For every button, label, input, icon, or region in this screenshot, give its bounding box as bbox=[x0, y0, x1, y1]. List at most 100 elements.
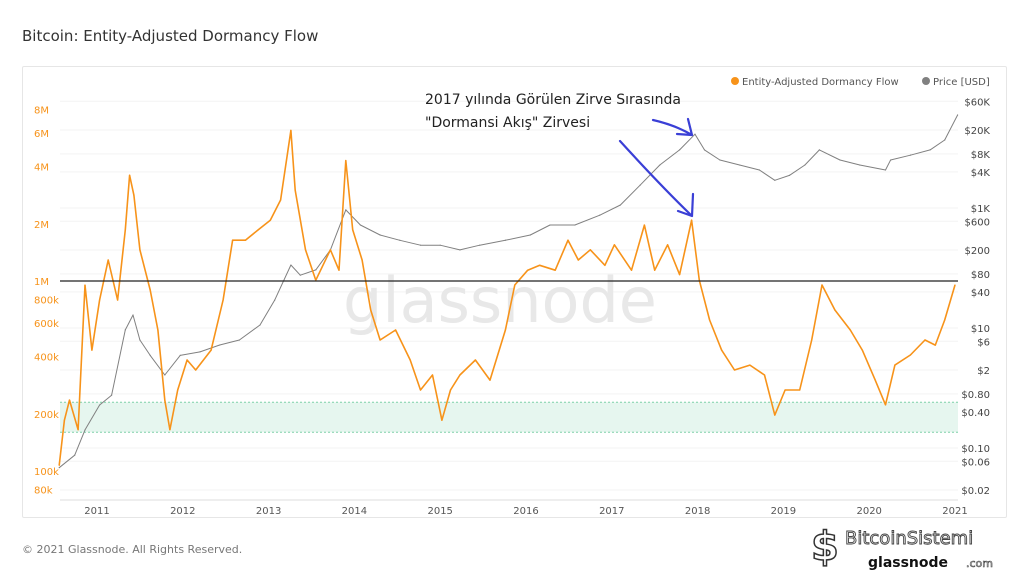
left-axis-tick-label: 4M bbox=[34, 163, 49, 174]
dormancy-point bbox=[884, 404, 887, 406]
price-point bbox=[58, 467, 60, 469]
right-axis-tick-label: $0.80 bbox=[961, 390, 990, 401]
price-point bbox=[459, 249, 461, 251]
price-point bbox=[859, 164, 861, 166]
dormancy-point bbox=[409, 359, 411, 361]
legend-marker-dormancy bbox=[731, 77, 739, 85]
dormancy-point bbox=[630, 269, 633, 271]
right-axis-tick-label: $8K bbox=[971, 150, 991, 161]
x-axis-tick-label: 2021 bbox=[942, 506, 967, 517]
dormancy-point bbox=[124, 229, 126, 231]
dormancy-point bbox=[643, 224, 646, 226]
price-point bbox=[110, 394, 113, 396]
dormancy-point bbox=[577, 259, 579, 261]
x-axis-tick-label: 2020 bbox=[856, 506, 881, 517]
left-axis-tick-label: 200k bbox=[34, 410, 59, 421]
price-point bbox=[758, 169, 760, 171]
price-point bbox=[315, 269, 317, 271]
price-point bbox=[529, 234, 531, 236]
right-axis-tick-label: $600 bbox=[965, 217, 990, 228]
price-point bbox=[929, 149, 931, 151]
dormancy-point bbox=[231, 239, 234, 241]
page-title: Bitcoin: Entity-Adjusted Dormancy Flow bbox=[22, 27, 319, 45]
right-axis-tick-label: $10 bbox=[971, 324, 990, 335]
price-point bbox=[504, 239, 507, 241]
dormancy-point bbox=[91, 349, 93, 351]
x-axis-tick-label: 2014 bbox=[342, 506, 367, 517]
x-axis-tick-label: 2011 bbox=[84, 506, 109, 517]
x-axis-tick-label: 2017 bbox=[599, 506, 624, 517]
left-axis-tick-label: 800k bbox=[34, 295, 59, 306]
legend-price[interactable]: Price [USD] bbox=[933, 77, 990, 88]
dormancy-point bbox=[269, 219, 271, 221]
right-axis-tick-label: $60K bbox=[964, 97, 990, 108]
dormancy-point bbox=[504, 329, 507, 331]
price-point bbox=[98, 404, 101, 406]
dormancy-point bbox=[370, 309, 372, 311]
price-point bbox=[274, 299, 276, 301]
dormancy-point bbox=[345, 160, 347, 162]
dormancy-point bbox=[431, 374, 434, 376]
dormancy-point bbox=[554, 269, 556, 271]
right-axis-tick-label: $0.40 bbox=[961, 408, 990, 419]
right-axis-tick-label: $1K bbox=[971, 204, 991, 215]
price-point bbox=[345, 209, 347, 211]
price-point bbox=[290, 264, 292, 266]
left-axis-tick-label: 6M bbox=[34, 129, 49, 140]
dormancy-point bbox=[149, 289, 151, 291]
dormancy-point bbox=[379, 339, 381, 341]
right-axis-tick-label: $0.10 bbox=[961, 444, 990, 455]
dormancy-point bbox=[849, 329, 851, 331]
dormancy-point bbox=[63, 419, 65, 421]
bitcoinsistemi-logo: $ BitcoinSistemi glassnode .com bbox=[810, 523, 993, 571]
price-point bbox=[678, 149, 681, 151]
logo-brand: BitcoinSistemi bbox=[845, 528, 973, 549]
price-point bbox=[259, 324, 261, 326]
dormancy-point bbox=[280, 199, 282, 201]
right-axis-tick-label: $80 bbox=[971, 270, 990, 281]
price-point bbox=[703, 149, 706, 151]
legend-dormancy[interactable]: Entity-Adjusted Dormancy Flow bbox=[742, 77, 899, 88]
watermark: glassnode bbox=[343, 264, 657, 337]
dormancy-point bbox=[954, 284, 956, 286]
right-axis-tick-label: $0.02 bbox=[961, 486, 990, 497]
price-point bbox=[399, 239, 401, 241]
price-point bbox=[479, 244, 481, 246]
right-axis-tick-label: $200 bbox=[965, 246, 990, 257]
price-point bbox=[164, 374, 166, 376]
left-axis-tick-label: 8M bbox=[34, 105, 49, 116]
left-axis-tick-label: 1M bbox=[34, 277, 49, 288]
arrow-price-peak bbox=[651, 117, 694, 137]
right-axis-tick-label: $4K bbox=[971, 168, 991, 179]
right-axis-tick-label: $2 bbox=[977, 366, 990, 377]
price-point bbox=[84, 429, 86, 431]
price-point bbox=[719, 159, 721, 161]
price-point bbox=[139, 339, 141, 341]
dormancy-point bbox=[763, 374, 766, 376]
left-axis-tick-label: 600k bbox=[34, 319, 59, 330]
price-point bbox=[359, 224, 362, 226]
price-point bbox=[439, 244, 441, 246]
right-axis-tick-label: $6 bbox=[977, 337, 990, 348]
price-point bbox=[379, 234, 381, 236]
annotation: 2017 yılında Görülen Zirve Sırasında "Do… bbox=[425, 92, 695, 218]
price-point bbox=[839, 159, 841, 161]
dormancy-point bbox=[210, 349, 212, 351]
dormancy-point bbox=[811, 339, 813, 341]
dormancy-point bbox=[419, 389, 422, 391]
x-axis-tick-label: 2018 bbox=[685, 506, 710, 517]
dormancy-point bbox=[733, 369, 736, 371]
dollar-logo-icon: $ bbox=[811, 524, 839, 570]
dormancy-point bbox=[394, 329, 397, 331]
dormancy-point bbox=[68, 399, 71, 401]
dormancy-point bbox=[98, 299, 101, 301]
dormancy-point bbox=[352, 229, 354, 231]
dormancy-point bbox=[129, 174, 131, 176]
dormancy-point bbox=[924, 339, 926, 341]
annotation-line2: "Dormansi Akış" Zirvesi bbox=[425, 115, 590, 131]
dormancy-point bbox=[329, 249, 331, 251]
dormancy-point bbox=[709, 319, 711, 321]
left-axis-tick-label: 2M bbox=[34, 220, 49, 231]
right-axis-tick-label: $40 bbox=[971, 288, 990, 299]
price-point bbox=[659, 164, 661, 166]
